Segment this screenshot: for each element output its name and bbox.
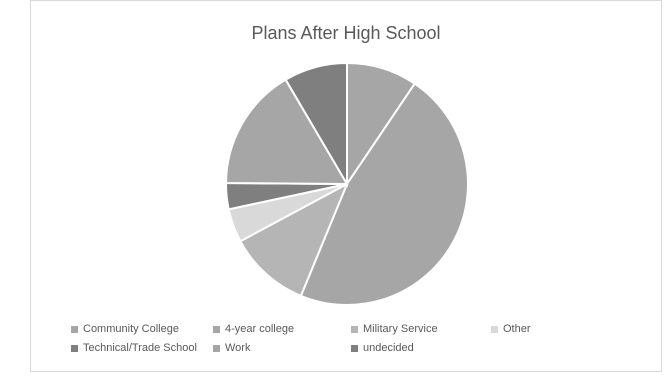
legend-swatch <box>71 325 78 333</box>
pie-chart <box>224 61 470 306</box>
legend-label: 4-year college <box>225 323 295 335</box>
legend-swatch <box>351 325 358 333</box>
legend-label: Military Service <box>363 323 438 335</box>
legend-label: Technical/Trade School <box>83 342 197 354</box>
legend-item-military-service: Military Service <box>351 323 438 335</box>
legend-swatch <box>213 325 220 333</box>
pie-slice-undecided <box>284 61 348 188</box>
legend-item-work: Work <box>213 342 250 354</box>
legend-label: Work <box>225 342 251 354</box>
legend-item-community-college: Community College <box>71 323 179 335</box>
legend-swatch <box>351 344 358 352</box>
legend-swatch <box>71 344 78 352</box>
pie-slice-military-service <box>239 181 349 298</box>
pie-slice-4-year-college <box>299 82 470 306</box>
legend-item-other: Other <box>491 323 531 335</box>
legend-item-undecided: undecided <box>351 342 414 354</box>
legend-swatch <box>491 325 498 333</box>
legend-label: Other <box>503 323 531 335</box>
legend-label: undecided <box>363 342 414 354</box>
legend-swatch <box>213 344 220 352</box>
pie-slice-work <box>224 78 349 186</box>
legend-item-technical-trade-school: Technical/Trade School <box>71 342 197 354</box>
chart-title: Plans After High School <box>251 23 441 43</box>
chart-area: Plans After High School Community Colleg… <box>30 0 662 372</box>
legend-label: Community College <box>83 323 179 335</box>
legend-item-4-year-college: 4-year college <box>213 323 294 335</box>
